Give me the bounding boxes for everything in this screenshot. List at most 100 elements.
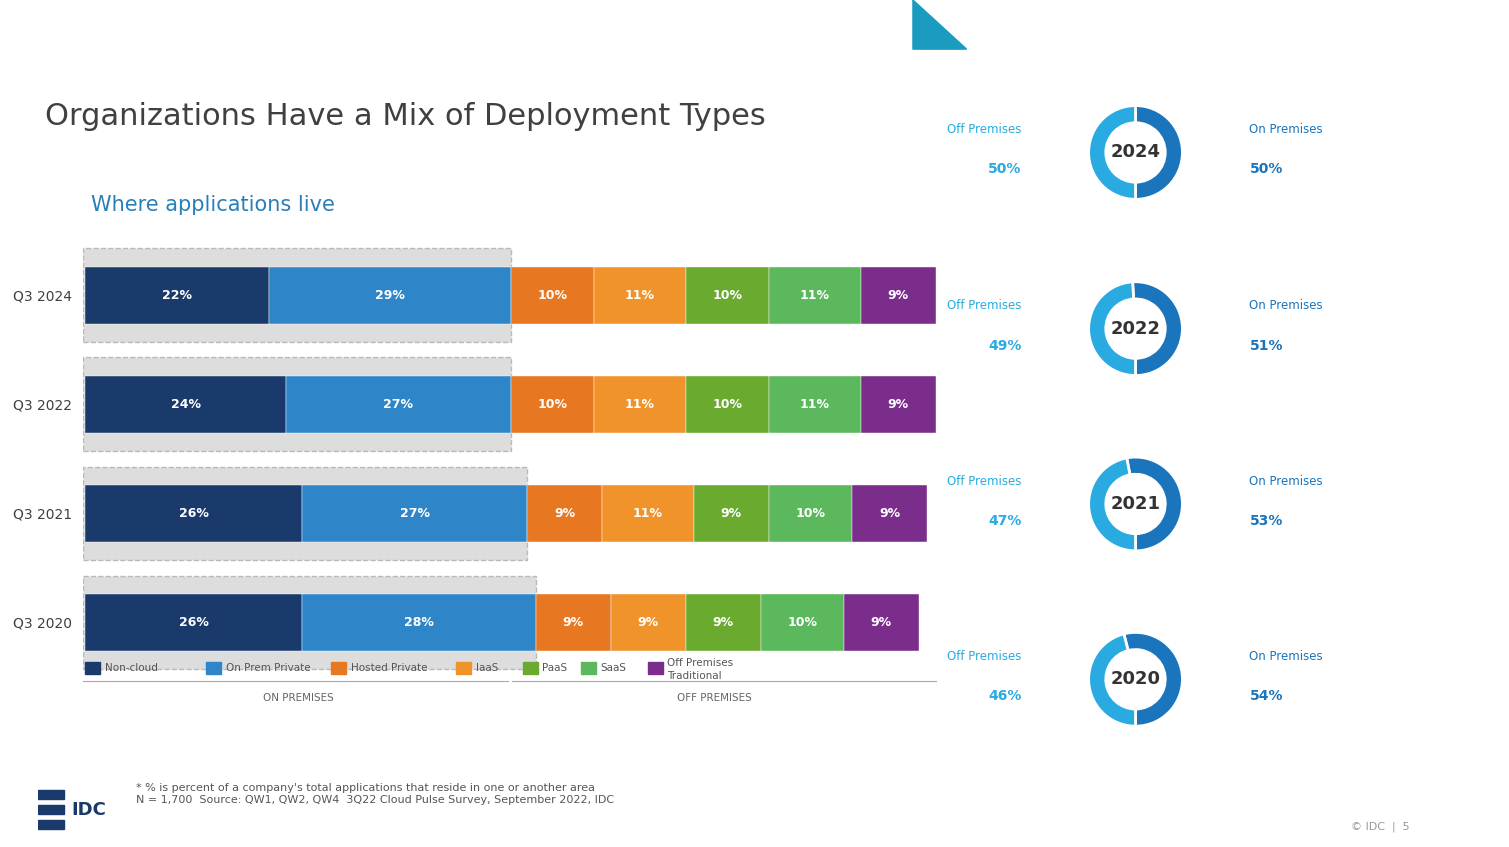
Bar — [269, 267, 510, 324]
Text: 28%: 28% — [404, 616, 433, 629]
Bar — [595, 267, 685, 324]
Text: SaaS: SaaS — [601, 663, 626, 673]
Bar — [685, 594, 761, 650]
Text: 11%: 11% — [800, 289, 830, 302]
Text: 10%: 10% — [712, 289, 742, 302]
Text: 10%: 10% — [712, 398, 742, 411]
Text: 2022: 2022 — [1111, 319, 1160, 338]
Text: Off Premises: Off Premises — [667, 658, 733, 667]
Text: 26%: 26% — [180, 616, 208, 629]
Text: On Prem Private: On Prem Private — [225, 663, 311, 673]
Wedge shape — [1127, 457, 1183, 551]
Text: 26%: 26% — [180, 507, 208, 520]
Text: ON PREMISES: ON PREMISES — [263, 694, 333, 703]
FancyBboxPatch shape — [83, 467, 527, 561]
Wedge shape — [1088, 282, 1136, 375]
Bar — [38, 790, 65, 799]
Text: On Premises: On Premises — [1249, 299, 1323, 313]
Bar — [302, 594, 536, 650]
Polygon shape — [913, 0, 967, 49]
Bar — [602, 485, 694, 542]
Text: 46%: 46% — [988, 689, 1022, 703]
Text: 9%: 9% — [721, 507, 742, 520]
FancyBboxPatch shape — [83, 357, 510, 451]
Bar — [853, 485, 927, 542]
Wedge shape — [1124, 633, 1183, 726]
Text: * % is percent of a company's total applications that reside in one or another a: * % is percent of a company's total appl… — [136, 783, 614, 805]
Text: 9%: 9% — [637, 616, 658, 629]
Bar — [595, 376, 685, 433]
Text: 47%: 47% — [988, 514, 1022, 528]
Text: 11%: 11% — [634, 507, 662, 520]
Bar — [761, 594, 844, 650]
Wedge shape — [1133, 282, 1183, 375]
Text: 9%: 9% — [563, 616, 584, 629]
Text: Off Premises: Off Premises — [948, 299, 1022, 313]
Text: 11%: 11% — [800, 398, 830, 411]
Bar — [38, 820, 65, 828]
Text: Hosted Private: Hosted Private — [350, 663, 427, 673]
Bar — [844, 594, 919, 650]
Bar — [86, 662, 101, 674]
Text: PaaS: PaaS — [542, 663, 567, 673]
Text: Organizations Have a Mix of Deployment Types: Organizations Have a Mix of Deployment T… — [45, 102, 767, 130]
Text: 29%: 29% — [374, 289, 404, 302]
Bar — [332, 662, 347, 674]
Text: 9%: 9% — [887, 289, 908, 302]
Text: OFF PREMISES: OFF PREMISES — [678, 694, 751, 703]
Text: 9%: 9% — [887, 398, 908, 411]
Text: 22%: 22% — [161, 289, 192, 302]
Text: 51%: 51% — [1249, 339, 1283, 352]
Text: 10%: 10% — [537, 398, 567, 411]
Text: 9%: 9% — [712, 616, 733, 629]
Text: Off Premises: Off Premises — [948, 650, 1022, 663]
Text: 27%: 27% — [383, 398, 413, 411]
Bar — [647, 662, 662, 674]
Bar — [86, 594, 302, 650]
Text: 2020: 2020 — [1111, 670, 1160, 689]
Bar — [770, 485, 853, 542]
Text: Traditional: Traditional — [667, 671, 721, 681]
FancyBboxPatch shape — [83, 576, 536, 669]
Text: Off Premises: Off Premises — [948, 123, 1022, 136]
FancyBboxPatch shape — [83, 248, 510, 342]
Text: 50%: 50% — [1249, 163, 1283, 176]
Text: 10%: 10% — [537, 289, 567, 302]
Bar — [510, 267, 595, 324]
Text: 50%: 50% — [988, 163, 1022, 176]
Text: Non-cloud: Non-cloud — [104, 663, 157, 673]
Bar — [207, 662, 222, 674]
Bar — [694, 485, 770, 542]
Bar — [86, 485, 302, 542]
Text: 9%: 9% — [880, 507, 901, 520]
Bar — [285, 376, 510, 433]
Wedge shape — [1088, 106, 1136, 199]
Text: 10%: 10% — [795, 507, 825, 520]
Bar — [524, 662, 539, 674]
Text: 9%: 9% — [554, 507, 575, 520]
Text: On Premises: On Premises — [1249, 123, 1323, 136]
Text: 24%: 24% — [171, 398, 201, 411]
Text: 27%: 27% — [400, 507, 430, 520]
Text: 2024: 2024 — [1111, 143, 1160, 162]
Text: 49%: 49% — [988, 339, 1022, 352]
Text: © IDC  |  5: © IDC | 5 — [1351, 822, 1409, 832]
Text: IDC: IDC — [71, 800, 106, 818]
Bar — [86, 267, 269, 324]
Text: 9%: 9% — [871, 616, 892, 629]
Text: On Premises: On Premises — [1249, 474, 1323, 488]
Wedge shape — [1088, 458, 1136, 551]
Bar — [860, 376, 936, 433]
Text: 54%: 54% — [1249, 689, 1283, 703]
Bar — [685, 376, 770, 433]
Text: Where applications live: Where applications live — [91, 195, 335, 215]
Bar — [611, 594, 685, 650]
Bar — [770, 376, 860, 433]
Bar — [302, 485, 527, 542]
Text: 53%: 53% — [1249, 514, 1283, 528]
Bar — [456, 662, 471, 674]
Bar — [86, 376, 285, 433]
Text: On Premises: On Premises — [1249, 650, 1323, 663]
Text: Off Premises: Off Premises — [948, 474, 1022, 488]
Bar — [860, 267, 936, 324]
